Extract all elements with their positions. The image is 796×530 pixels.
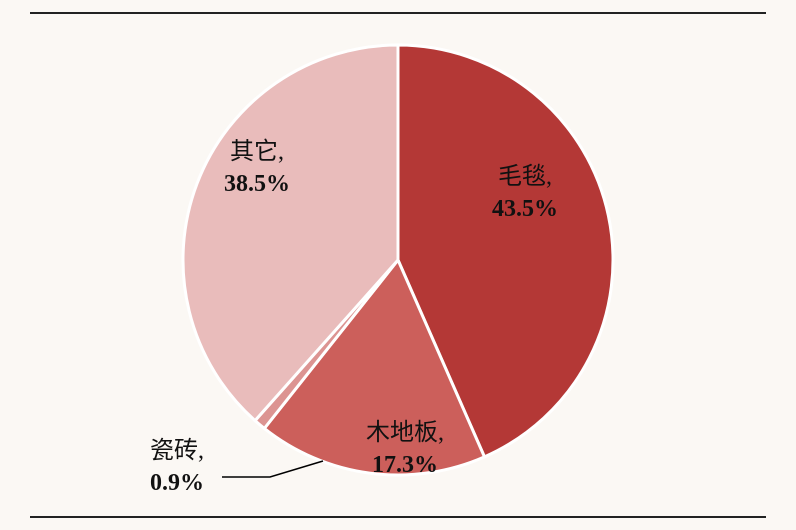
pie-label: 木地板,17.3% <box>366 417 444 482</box>
chart-frame: 毛毯,43.5% 木地板,17.3% 瓷砖,0.9% 其它,38.5% <box>0 0 796 530</box>
label-value: 17.3% <box>366 449 444 481</box>
label-name: 木地板, <box>366 417 444 449</box>
leader-line <box>222 461 323 477</box>
pie-label: 毛毯,43.5% <box>492 161 558 226</box>
label-name: 其它, <box>224 136 290 168</box>
pie-label: 其它,38.5% <box>224 136 290 201</box>
label-value: 0.9% <box>150 467 204 499</box>
label-value: 43.5% <box>492 193 558 225</box>
label-name: 瓷砖, <box>150 435 204 467</box>
leader-lines <box>222 461 323 477</box>
label-name: 毛毯, <box>492 161 558 193</box>
label-value: 38.5% <box>224 168 290 200</box>
pie-slices <box>183 45 613 475</box>
pie-label: 瓷砖,0.9% <box>150 435 204 500</box>
